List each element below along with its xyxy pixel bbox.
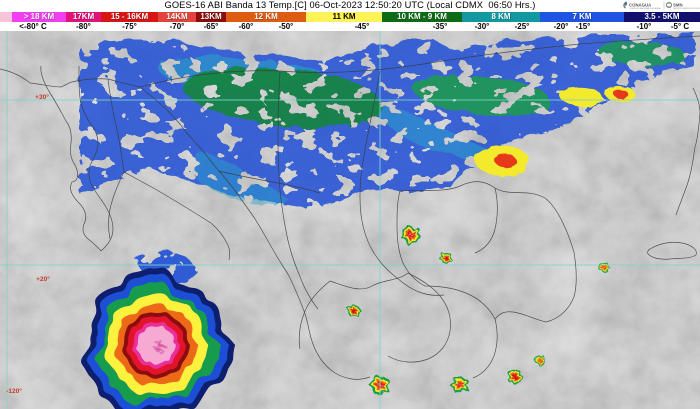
svg-text:+30°: +30°	[35, 93, 49, 101]
svg-text:-120°: -120°	[6, 387, 22, 395]
svg-text:COMISION NACIONAL DEL AGUA: COMISION NACIONAL DEL AGUA	[629, 7, 661, 10]
svg-text:SERVICIO METEOROLOGICO: SERVICIO METEOROLOGICO	[673, 8, 700, 10]
svg-text:SMN: SMN	[673, 2, 683, 7]
svg-text:CONAGUA: CONAGUA	[629, 2, 651, 7]
svg-text:+20°: +20°	[36, 275, 50, 283]
